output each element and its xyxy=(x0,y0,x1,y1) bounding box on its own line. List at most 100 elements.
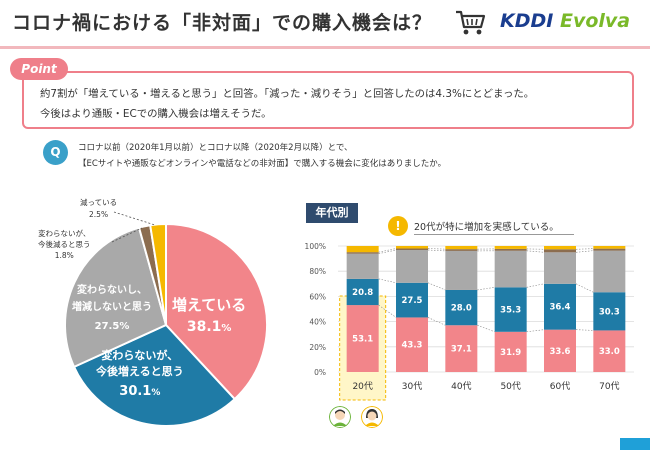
pie-chart-area: 増えている 38.1% 変わらないが、 今後増えると思う 30.1% 変わらない… xyxy=(0,190,300,450)
pie-pct-will-increase: % xyxy=(151,388,160,398)
x-tick-label: 20代 xyxy=(352,381,372,392)
bar-value-label: 43.3 xyxy=(402,341,423,351)
stacked-bar-chart: 0%20%40%60%80%100%53.120.820代43.327.530代… xyxy=(300,232,640,402)
pie-label-will-increase-2: 今後増えると思う xyxy=(96,364,184,380)
question-line-2: 【ECサイトや通販などオンラインや電話などの非対面】で購入する機会に変化はありま… xyxy=(78,156,446,172)
y-tick-label: 20% xyxy=(309,343,326,352)
bar-value-label: 53.1 xyxy=(352,335,373,345)
pie-label-will-decrease-1: 変わらないが、 xyxy=(38,228,91,239)
header: コロナ禍における「非対面」での購入機会は？ KDDI Evolva xyxy=(0,0,650,46)
pie-label-no-change: 変わらないし、 増減しないと思う 27.5% xyxy=(72,282,152,335)
bar-segment-decreased xyxy=(347,246,379,252)
connector-line xyxy=(576,249,593,250)
female-avatar-icon xyxy=(361,406,383,428)
bar-segment-decreased xyxy=(593,246,625,249)
bar-value-label: 27.5 xyxy=(402,296,423,306)
title-divider xyxy=(0,46,650,49)
bar-segment-no_change xyxy=(593,251,625,293)
pie-label-decreased: 減っている 2.5% xyxy=(80,197,117,221)
connector-line xyxy=(428,283,445,290)
x-tick-label: 40代 xyxy=(451,381,471,392)
bar-value-label: 33.0 xyxy=(599,347,620,357)
bar-segment-will_decrease xyxy=(396,249,428,251)
connector-line xyxy=(379,279,396,283)
chart-note: 20代が特に増加を実感している。 xyxy=(414,219,559,233)
logo-kddi: KDDI xyxy=(500,10,553,32)
bar-segment-will_decrease xyxy=(544,249,576,252)
pie-value-increase: 38.1 xyxy=(187,319,222,335)
pie-leader-decreased xyxy=(114,212,155,225)
connector-line xyxy=(576,251,593,253)
connector-line xyxy=(428,250,445,251)
connector-line xyxy=(576,284,593,292)
pie-label-will-increase-1: 変わらないが、 xyxy=(96,348,184,364)
connector-line xyxy=(527,284,544,288)
pie-value-no-change: 27.5% xyxy=(72,318,152,335)
y-tick-label: 80% xyxy=(309,267,326,276)
connector-line xyxy=(477,287,494,290)
x-tick-label: 30代 xyxy=(402,381,422,392)
point-text: 約7割が「増えている・増えると思う」と回答。「減った・減りそう」と回答したのは4… xyxy=(40,84,534,124)
bar-segment-will_decrease xyxy=(445,249,477,251)
bar-segment-no_change xyxy=(544,252,576,283)
bar-value-label: 33.6 xyxy=(550,347,571,357)
bar-value-label: 36.4 xyxy=(550,303,571,313)
bar-segment-will_decrease xyxy=(347,252,379,254)
brand-logo: KDDI Evolva xyxy=(500,10,630,32)
pie-label-increase: 増えている 38.1% xyxy=(172,294,246,335)
connector-line xyxy=(527,251,544,253)
point-line-2: 今後はより通販・ECでの購入機会は増えそうだ。 xyxy=(40,104,534,124)
y-tick-label: 60% xyxy=(309,292,326,301)
bar-segment-no_change xyxy=(347,254,379,279)
page-title: コロナ禍における「非対面」での購入機会は？ xyxy=(12,8,432,35)
bar-segment-no_change xyxy=(495,251,527,288)
question-line-1: コロナ以前（2020年1月以前）とコロナ以降（2020年2月以降）とで、 xyxy=(78,140,446,156)
bar-segment-no_change xyxy=(445,251,477,290)
connector-line xyxy=(379,250,396,254)
logo-evolva: Evolva xyxy=(560,10,630,32)
connector-line xyxy=(477,325,494,332)
pie-pct-increase: % xyxy=(221,323,231,334)
male-avatar-icon xyxy=(329,406,351,428)
connector-line xyxy=(576,330,593,331)
pie-label-increase-text: 増えている xyxy=(172,294,246,315)
question-text: コロナ以前（2020年1月以前）とコロナ以降（2020年2月以降）とで、 【EC… xyxy=(78,140,446,172)
y-tick-label: 100% xyxy=(305,242,326,251)
bar-segment-no_change xyxy=(396,250,428,283)
pie-label-will-decrease: 変わらないが、 今後減ると思う 1.8% xyxy=(38,228,91,261)
bar-value-label: 28.0 xyxy=(451,304,472,314)
bar-value-label: 20.8 xyxy=(352,288,373,298)
bar-segment-decreased xyxy=(445,246,477,249)
x-tick-label: 60代 xyxy=(550,381,570,392)
x-tick-label: 50代 xyxy=(500,381,520,392)
y-tick-label: 0% xyxy=(314,368,326,377)
bar-value-label: 30.3 xyxy=(599,307,620,317)
point-line-1: 約7割が「増えている・増えると思う」と回答。「減った・減りそう」と回答したのは4… xyxy=(40,84,534,104)
bar-segment-decreased xyxy=(495,246,527,249)
bar-value-label: 31.9 xyxy=(500,348,521,358)
bar-value-label: 37.1 xyxy=(451,345,472,355)
corner-decoration xyxy=(620,438,650,450)
x-tick-label: 70代 xyxy=(599,381,619,392)
pie-value-decreased: 2.5% xyxy=(80,209,117,221)
shopping-cart-icon xyxy=(454,9,488,37)
bar-segment-will_decrease xyxy=(495,249,527,251)
pie-label-no-change-1: 変わらないし、 xyxy=(72,282,152,299)
pie-value-will-increase: 30.1 xyxy=(119,384,151,399)
bar-segment-decreased xyxy=(396,246,428,249)
pie-label-decreased-1: 減っている xyxy=(80,197,117,209)
bar-value-label: 35.3 xyxy=(500,306,521,316)
age-group-tag: 年代別 xyxy=(306,203,358,223)
bar-segment-decreased xyxy=(544,246,576,249)
pie-label-no-change-2: 増減しないと思う xyxy=(72,299,152,316)
question-icon: Q xyxy=(43,140,68,165)
connector-line xyxy=(428,249,445,250)
connector-line xyxy=(527,330,544,332)
pie-label-will-increase-value: 30.1% xyxy=(96,384,184,401)
pie-value-will-decrease: 1.8% xyxy=(38,250,91,261)
bar-segment-will_decrease xyxy=(593,249,625,251)
pie-label-increase-value: 38.1% xyxy=(172,319,246,335)
point-tag: Point xyxy=(10,58,68,80)
pie-label-will-decrease-2: 今後減ると思う xyxy=(38,239,91,250)
